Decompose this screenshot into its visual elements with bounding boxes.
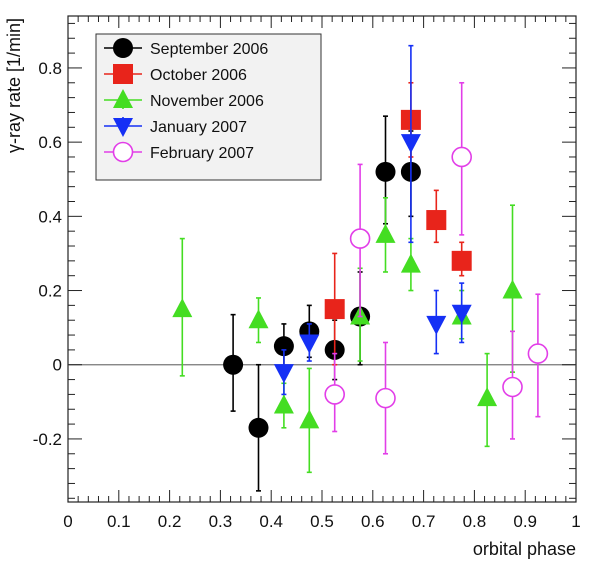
axis-layer: 0 0.1 0.2 0.3 0.4 0.5 0.6 0.7 0.8 0.9 1 -0.2 0 0.2 0.4… [33,16,581,531]
series-1 [324,81,472,366]
legend-marker [113,89,133,108]
legend-label: January 2007 [150,119,247,136]
legend-marker [113,64,133,84]
x-tick-label: 0 [63,512,72,531]
y-tick-label: 0.8 [38,59,62,78]
x-tick-label: 0.1 [107,512,131,531]
data-point [324,299,345,320]
data-point [273,336,294,357]
data-point [349,228,371,249]
data-point [375,223,396,243]
legend-label: February 2007 [150,145,254,162]
data-point [400,253,421,273]
y-tick-label: 0.6 [38,133,62,152]
data-point [324,384,346,405]
data-point [451,250,472,271]
data-point [502,376,523,398]
series-2 [172,196,523,474]
x-tick-label: 0.2 [158,512,182,531]
series-layer [172,44,549,492]
data-point [426,315,447,335]
data-point [172,298,193,318]
x-tick-label: 0.5 [310,512,334,531]
x-tick-label: 0.6 [361,512,385,531]
series-4 [324,81,549,455]
data-point [527,343,549,364]
x-tick-label: 0.9 [513,512,537,531]
legend-marker [113,118,133,137]
x-tick-label: 0.3 [209,512,233,531]
series-3 [273,44,472,396]
y-tick-label: 0 [53,356,62,375]
x-tick-label: 0.4 [259,512,283,531]
y-tick-label: 0.4 [38,207,62,226]
legend-marker [112,141,134,163]
legend-marker [113,38,133,58]
legend: September 2006 October 2006 November 2006 J… [95,33,322,181]
x-tick-label: 1 [571,512,580,531]
y-axis-title: γ-ray rate [1/min] [4,18,24,153]
data-point [451,146,473,168]
data-point [375,387,396,409]
data-point [375,161,396,182]
y-tick-label: -0.2 [33,430,62,449]
data-point [477,387,498,407]
data-point [426,210,447,231]
data-point [248,309,269,329]
legend-label: October 2006 [150,67,247,84]
data-point [248,417,269,438]
data-point [299,409,320,429]
data-point [223,354,244,375]
legend-label: September 2006 [150,41,268,58]
data-point [273,364,294,384]
legend-label: November 2006 [150,93,264,110]
x-tick-label: 0.8 [463,512,487,531]
legend-box [95,33,322,181]
data-point [502,279,523,299]
data-point [400,134,421,154]
x-tick-label: 0.7 [412,512,436,531]
x-axis-title: orbital phase [473,539,576,559]
data-point [451,304,472,324]
y-tick-label: 0.2 [38,282,62,301]
data-point [299,334,320,354]
data-point [273,394,294,414]
